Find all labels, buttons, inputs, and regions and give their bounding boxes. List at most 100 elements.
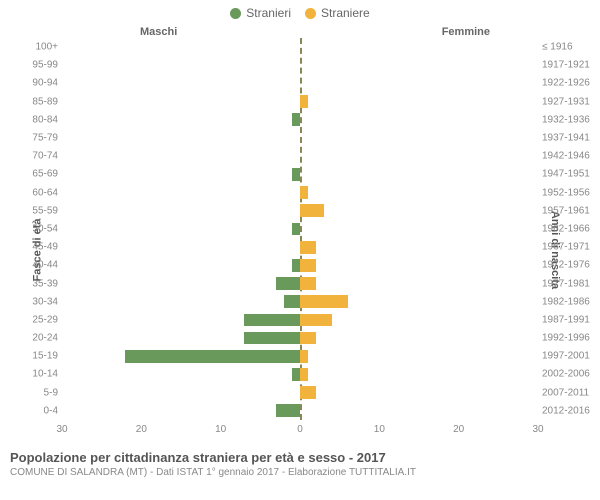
chart-row: 25-291987-1991 bbox=[62, 311, 538, 329]
year-label: 1992-1996 bbox=[542, 333, 590, 344]
age-label: 80-84 bbox=[32, 114, 58, 125]
chart-row: 15-191997-2001 bbox=[62, 347, 538, 365]
chart-row: 55-591957-1961 bbox=[62, 202, 538, 220]
chart-row: 50-541962-1966 bbox=[62, 220, 538, 238]
age-label: 60-64 bbox=[32, 187, 58, 198]
age-label: 90-94 bbox=[32, 78, 58, 89]
year-label: 1967-1971 bbox=[542, 242, 590, 253]
year-label: 1922-1926 bbox=[542, 78, 590, 89]
bar-female bbox=[300, 186, 308, 199]
chart-title: Popolazione per cittadinanza straniera p… bbox=[10, 450, 590, 465]
bar-male bbox=[276, 277, 300, 290]
age-label: 5-9 bbox=[44, 387, 58, 398]
legend-label-female: Straniere bbox=[321, 6, 370, 20]
pyramid-chart: 100+≤ 191695-991917-192190-941922-192685… bbox=[62, 38, 538, 438]
year-label: 1942-1946 bbox=[542, 151, 590, 162]
bar-female bbox=[300, 259, 316, 272]
chart-row: 60-641952-1956 bbox=[62, 184, 538, 202]
bar-male bbox=[244, 332, 300, 345]
year-label: 1977-1981 bbox=[542, 278, 590, 289]
chart-row: 90-941922-1926 bbox=[62, 74, 538, 92]
year-label: 1917-1921 bbox=[542, 60, 590, 71]
chart-row: 85-891927-1931 bbox=[62, 93, 538, 111]
bar-male bbox=[292, 168, 300, 181]
bar-female bbox=[300, 95, 308, 108]
side-title-male: Maschi bbox=[140, 26, 177, 38]
year-label: 1952-1956 bbox=[542, 187, 590, 198]
bar-male bbox=[292, 223, 300, 236]
chart-footer: Popolazione per cittadinanza straniera p… bbox=[10, 450, 590, 478]
bar-male bbox=[125, 350, 300, 363]
x-tick: 20 bbox=[453, 424, 464, 435]
age-label: 15-19 bbox=[32, 351, 58, 362]
chart-row: 10-142002-2006 bbox=[62, 365, 538, 383]
x-tick: 10 bbox=[215, 424, 226, 435]
year-label: 2002-2006 bbox=[542, 369, 590, 380]
chart-row: 100+≤ 1916 bbox=[62, 38, 538, 56]
legend-swatch-male bbox=[230, 8, 241, 19]
bar-female bbox=[300, 368, 308, 381]
legend-swatch-female bbox=[305, 8, 316, 19]
bar-female bbox=[300, 241, 316, 254]
year-label: 2012-2016 bbox=[542, 405, 590, 416]
age-label: 30-34 bbox=[32, 296, 58, 307]
bar-female bbox=[300, 332, 316, 345]
chart-row: 20-241992-1996 bbox=[62, 329, 538, 347]
bar-female bbox=[300, 204, 324, 217]
chart-row: 35-391977-1981 bbox=[62, 274, 538, 292]
x-tick: 30 bbox=[56, 424, 67, 435]
chart-row: 70-741942-1946 bbox=[62, 147, 538, 165]
chart-row: 65-691947-1951 bbox=[62, 165, 538, 183]
chart-row: 95-991917-1921 bbox=[62, 56, 538, 74]
bar-female bbox=[300, 314, 332, 327]
year-label: 1982-1986 bbox=[542, 296, 590, 307]
year-label: 1962-1966 bbox=[542, 223, 590, 234]
bar-male bbox=[292, 113, 300, 126]
age-label: 50-54 bbox=[32, 223, 58, 234]
chart-rows: 100+≤ 191695-991917-192190-941922-192685… bbox=[62, 38, 538, 420]
age-label: 40-44 bbox=[32, 260, 58, 271]
chart-row: 5-92007-2011 bbox=[62, 384, 538, 402]
legend: Stranieri Straniere bbox=[0, 6, 600, 20]
age-label: 10-14 bbox=[32, 369, 58, 380]
chart-row: 40-441972-1976 bbox=[62, 256, 538, 274]
age-label: 20-24 bbox=[32, 333, 58, 344]
year-label: 1927-1931 bbox=[542, 96, 590, 107]
age-label: 45-49 bbox=[32, 242, 58, 253]
age-label: 35-39 bbox=[32, 278, 58, 289]
year-label: 1937-1941 bbox=[542, 133, 590, 144]
year-label: ≤ 1916 bbox=[542, 42, 573, 53]
x-tick: 30 bbox=[532, 424, 543, 435]
x-axis: 3020100102030 bbox=[62, 420, 538, 438]
year-label: 1947-1951 bbox=[542, 169, 590, 180]
bar-female bbox=[300, 350, 308, 363]
chart-row: 75-791937-1941 bbox=[62, 129, 538, 147]
legend-item-female: Straniere bbox=[305, 6, 370, 20]
year-label: 1957-1961 bbox=[542, 205, 590, 216]
year-label: 1997-2001 bbox=[542, 351, 590, 362]
age-label: 55-59 bbox=[32, 205, 58, 216]
side-title-female: Femmine bbox=[442, 26, 490, 38]
chart-row: 80-841932-1936 bbox=[62, 111, 538, 129]
year-label: 2007-2011 bbox=[542, 387, 589, 398]
chart-subtitle: COMUNE DI SALANDRA (MT) - Dati ISTAT 1° … bbox=[10, 467, 590, 478]
age-label: 70-74 bbox=[32, 151, 58, 162]
x-tick: 0 bbox=[297, 424, 303, 435]
year-label: 1972-1976 bbox=[542, 260, 590, 271]
age-label: 85-89 bbox=[32, 96, 58, 107]
bar-male bbox=[292, 259, 300, 272]
bar-female bbox=[300, 386, 316, 399]
chart-row: 45-491967-1971 bbox=[62, 238, 538, 256]
bar-male bbox=[276, 404, 300, 417]
x-tick: 10 bbox=[374, 424, 385, 435]
bar-female bbox=[300, 277, 316, 290]
age-label: 75-79 bbox=[32, 133, 58, 144]
chart-row: 30-341982-1986 bbox=[62, 293, 538, 311]
legend-label-male: Stranieri bbox=[246, 6, 291, 20]
legend-item-male: Stranieri bbox=[230, 6, 291, 20]
age-label: 65-69 bbox=[32, 169, 58, 180]
chart-row: 0-42012-2016 bbox=[62, 402, 538, 420]
age-label: 0-4 bbox=[44, 405, 58, 416]
age-label: 100+ bbox=[35, 42, 58, 53]
x-tick: 20 bbox=[136, 424, 147, 435]
